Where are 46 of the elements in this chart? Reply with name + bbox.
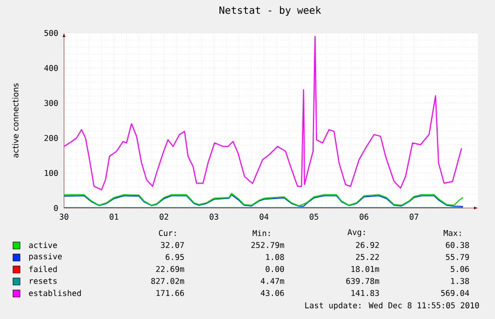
text: 26.92 — [356, 242, 379, 248]
text: 5.06 — [450, 266, 469, 272]
text: 1.08 — [266, 254, 284, 260]
legend-label: failed — [29, 266, 57, 272]
legend-label: active — [29, 242, 57, 248]
y-tick-label: 500 — [44, 30, 58, 36]
text: 43.06 — [260, 290, 284, 296]
text: 6.95 — [166, 254, 184, 260]
text: 1.38 — [451, 278, 469, 284]
text: Last update: Wed Dec 8 11:55:05 2010 — [305, 302, 479, 310]
y-tick-label: 400 — [44, 64, 58, 72]
text: 171.66 — [156, 290, 184, 296]
legend-label: resets — [30, 278, 57, 284]
text: 827.02m — [151, 278, 184, 284]
text: 639.78m — [346, 278, 380, 284]
x-tick-label: 05 — [310, 214, 318, 220]
text: 18.01m — [352, 266, 380, 272]
text: 22.69m — [156, 266, 184, 272]
text: 32.07 — [160, 242, 184, 248]
x-tick-label: 01 — [110, 214, 118, 220]
x-tick-label: 04 — [260, 214, 268, 220]
legend-label: established — [29, 290, 81, 296]
y-tick-label: 0 — [54, 204, 58, 212]
text: 141.83 — [352, 290, 379, 296]
legend-label: passive — [29, 253, 62, 261]
y-tick-label: 200 — [44, 134, 58, 142]
text: 569.04 — [441, 290, 470, 296]
chart-title: Netstat - by week — [220, 6, 322, 16]
text: Avg: — [348, 229, 365, 237]
text: Cur: — [158, 230, 176, 236]
text: Min: — [252, 230, 270, 236]
text: 55.79 — [446, 254, 469, 260]
y-axis-title: active connections — [12, 83, 18, 158]
text: Max: — [444, 230, 461, 236]
text: 60.38 — [446, 242, 469, 248]
y-tick-label: 100 — [44, 170, 58, 176]
y-tick-label: 300 — [44, 100, 58, 106]
text: 0.00 — [266, 266, 284, 272]
x-tick-label: 02 — [160, 214, 168, 220]
x-tick-label: 07 — [410, 214, 418, 220]
x-tick-label: 30 — [60, 214, 68, 220]
x-tick-label: 06 — [360, 214, 368, 220]
text: 252.79m — [251, 242, 284, 248]
text: 25.22 — [356, 254, 379, 260]
text: 4.47m — [260, 278, 284, 284]
x-tick-label: 03 — [210, 214, 218, 220]
